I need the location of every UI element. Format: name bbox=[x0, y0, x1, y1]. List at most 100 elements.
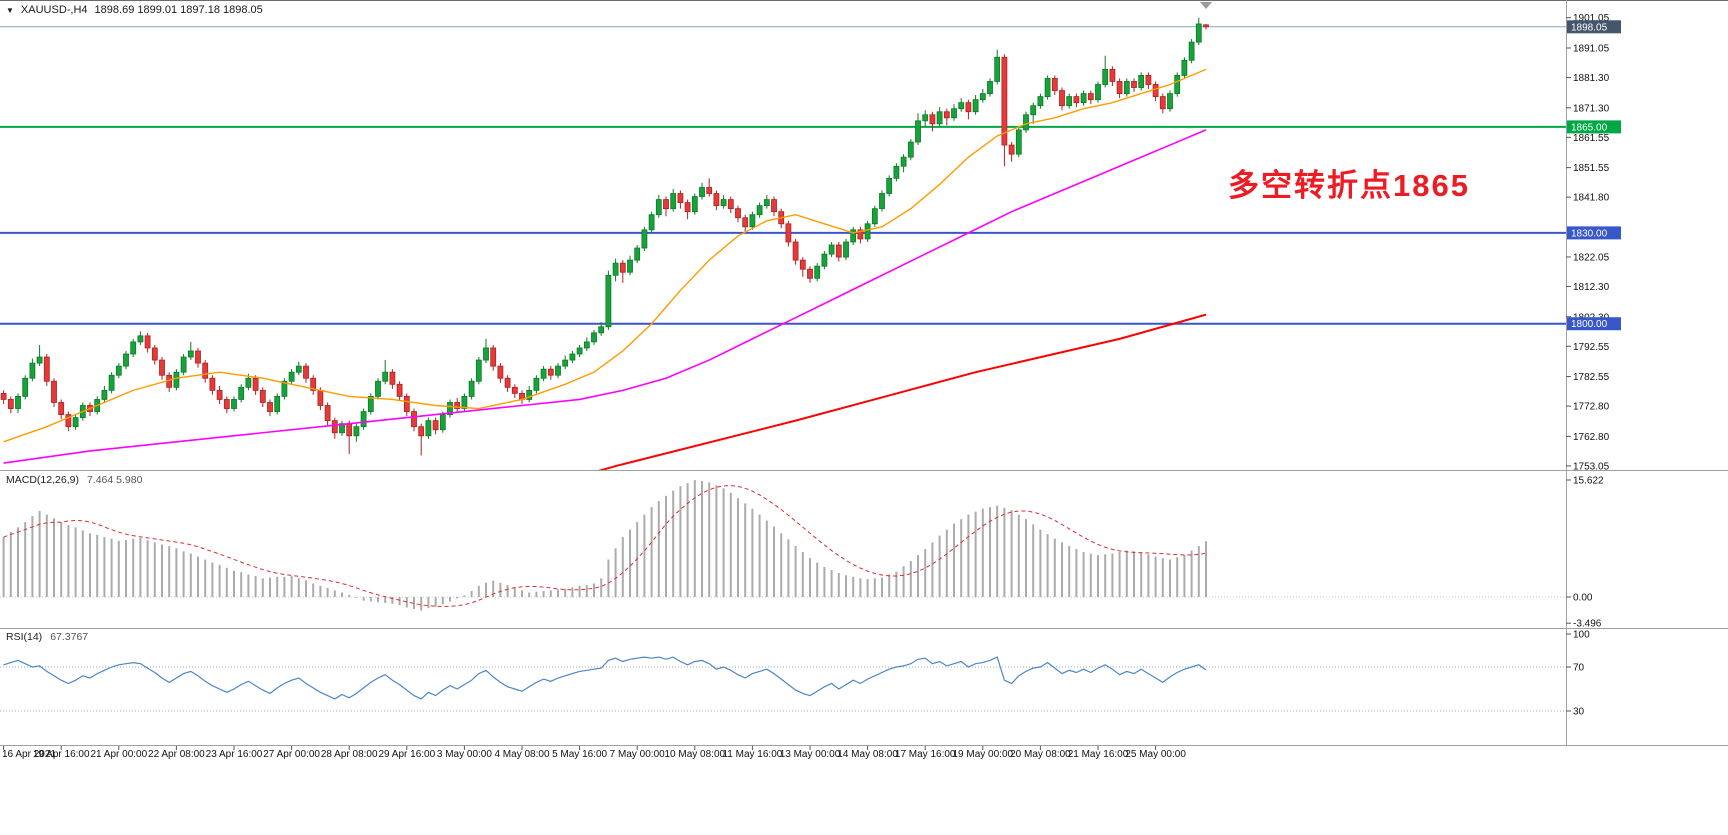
candle-body bbox=[382, 371, 389, 382]
candle-body bbox=[331, 420, 338, 434]
candle-body bbox=[1051, 78, 1058, 91]
candle-body bbox=[447, 402, 453, 415]
axis-label: 1861.55 bbox=[1573, 133, 1610, 144]
candle-body bbox=[1080, 93, 1087, 104]
rsi-line bbox=[3, 656, 1207, 700]
candle-body bbox=[1073, 96, 1080, 104]
candle-body bbox=[979, 93, 986, 101]
candle-body bbox=[965, 102, 972, 113]
candle-body bbox=[1030, 105, 1037, 116]
price-tag-label: 1830.00 bbox=[1571, 228, 1608, 239]
time-axis-label: 19 Apr 16:00 bbox=[33, 749, 90, 760]
candle-body bbox=[576, 347, 583, 355]
candle-body bbox=[533, 377, 540, 391]
candle-body bbox=[252, 377, 259, 391]
candle-body bbox=[929, 114, 936, 125]
candle-body bbox=[713, 193, 720, 207]
time-axis-label: 21 May 16:00 bbox=[1068, 749, 1129, 760]
candle-body bbox=[821, 253, 828, 267]
price-tag[interactable]: 1830.00 bbox=[1567, 226, 1621, 240]
candle-body bbox=[281, 380, 288, 397]
candle-body bbox=[749, 214, 756, 228]
price-annotation[interactable]: 多空转折点1865 bbox=[1228, 168, 1470, 203]
candle-body bbox=[115, 365, 122, 376]
candle-body bbox=[936, 111, 943, 125]
candle-body bbox=[223, 399, 230, 409]
candle-body bbox=[1145, 75, 1152, 85]
candle-body bbox=[187, 350, 194, 358]
candle-body bbox=[360, 411, 367, 428]
candle-body bbox=[108, 374, 115, 391]
time-axis-label: 20 May 08:00 bbox=[1010, 749, 1071, 760]
time-axis-label: 23 Apr 16:00 bbox=[206, 749, 263, 760]
main-price-pane[interactable] bbox=[0, 17, 1566, 609]
candle-body bbox=[540, 368, 547, 379]
candle-body bbox=[612, 262, 619, 276]
candle-body bbox=[1015, 129, 1022, 155]
macd-pane[interactable] bbox=[0, 480, 1566, 611]
chart-shift-marker bbox=[1200, 2, 1212, 9]
candle-body bbox=[1023, 114, 1029, 131]
ma-fast-line bbox=[3, 68, 1207, 443]
candle-body bbox=[137, 335, 144, 343]
candle-body bbox=[987, 81, 993, 94]
candle-body bbox=[144, 335, 151, 349]
symbol-dropdown-icon[interactable]: ▼ bbox=[6, 5, 14, 15]
time-axis-label: 21 Apr 00:00 bbox=[90, 749, 147, 760]
candle-body bbox=[907, 141, 914, 158]
candle-body bbox=[475, 359, 482, 382]
axis-label: 1782.55 bbox=[1573, 372, 1610, 383]
candle-body bbox=[231, 399, 237, 409]
candle-body bbox=[670, 193, 677, 210]
axis-label: 0.00 bbox=[1573, 593, 1593, 604]
candle-body bbox=[828, 244, 835, 255]
axis-label: 1841.80 bbox=[1573, 193, 1610, 204]
candle-body bbox=[490, 347, 497, 367]
candle-body bbox=[180, 356, 187, 373]
macd-values: 7.464 5.980 bbox=[86, 474, 143, 486]
axis-label: 1881.30 bbox=[1573, 73, 1610, 84]
candle-body bbox=[727, 199, 734, 210]
candle-body bbox=[641, 229, 648, 249]
candle-body bbox=[1059, 90, 1065, 107]
candle-body bbox=[850, 229, 857, 243]
candle-body bbox=[886, 177, 893, 194]
candle-body bbox=[1008, 144, 1015, 155]
candle-body bbox=[295, 365, 302, 373]
ohlc-readout: 1898.69 1899.01 1897.18 1898.05 bbox=[94, 4, 263, 16]
candle-body bbox=[785, 223, 792, 243]
candle-body bbox=[0, 392, 7, 400]
candle-body bbox=[15, 396, 21, 409]
candle-body bbox=[209, 377, 216, 391]
rsi-indicator-label: RSI(14) 67.3767 bbox=[6, 631, 88, 643]
candle-body bbox=[627, 259, 633, 273]
candle-body bbox=[497, 365, 504, 379]
price-tag[interactable]: 1800.00 bbox=[1567, 317, 1621, 331]
candle-body bbox=[173, 371, 180, 388]
time-axis-label: 5 May 16:00 bbox=[552, 749, 607, 760]
time-axis-label: 28 Apr 08:00 bbox=[321, 749, 378, 760]
axis-label: 30 bbox=[1573, 707, 1585, 718]
candle-body bbox=[771, 199, 777, 213]
candle-body bbox=[648, 214, 655, 231]
candle-body bbox=[591, 332, 597, 343]
candle-body bbox=[1044, 78, 1051, 98]
rsi-pane[interactable] bbox=[0, 656, 1566, 712]
candle-body bbox=[843, 241, 849, 258]
candle-body bbox=[871, 208, 878, 225]
candle-body bbox=[857, 229, 864, 240]
time-axis-label: 16 Apr 2021 bbox=[2, 749, 56, 760]
price-tag-label: 1865.00 bbox=[1571, 122, 1608, 133]
time-axis-label: 14 May 08:00 bbox=[837, 749, 898, 760]
price-tag[interactable]: 1898.05 bbox=[1567, 20, 1621, 34]
candle-body bbox=[353, 426, 360, 437]
time-axis-label: 4 May 08:00 bbox=[494, 749, 549, 760]
price-tag[interactable]: 1865.00 bbox=[1567, 120, 1621, 133]
candle-body bbox=[403, 396, 410, 412]
candle-body bbox=[634, 247, 641, 261]
axis-label: -3.496 bbox=[1573, 619, 1602, 630]
time-axis-label: 29 Apr 16:00 bbox=[378, 749, 435, 760]
candle-body bbox=[677, 193, 684, 203]
axis-label: 1871.30 bbox=[1573, 103, 1610, 114]
